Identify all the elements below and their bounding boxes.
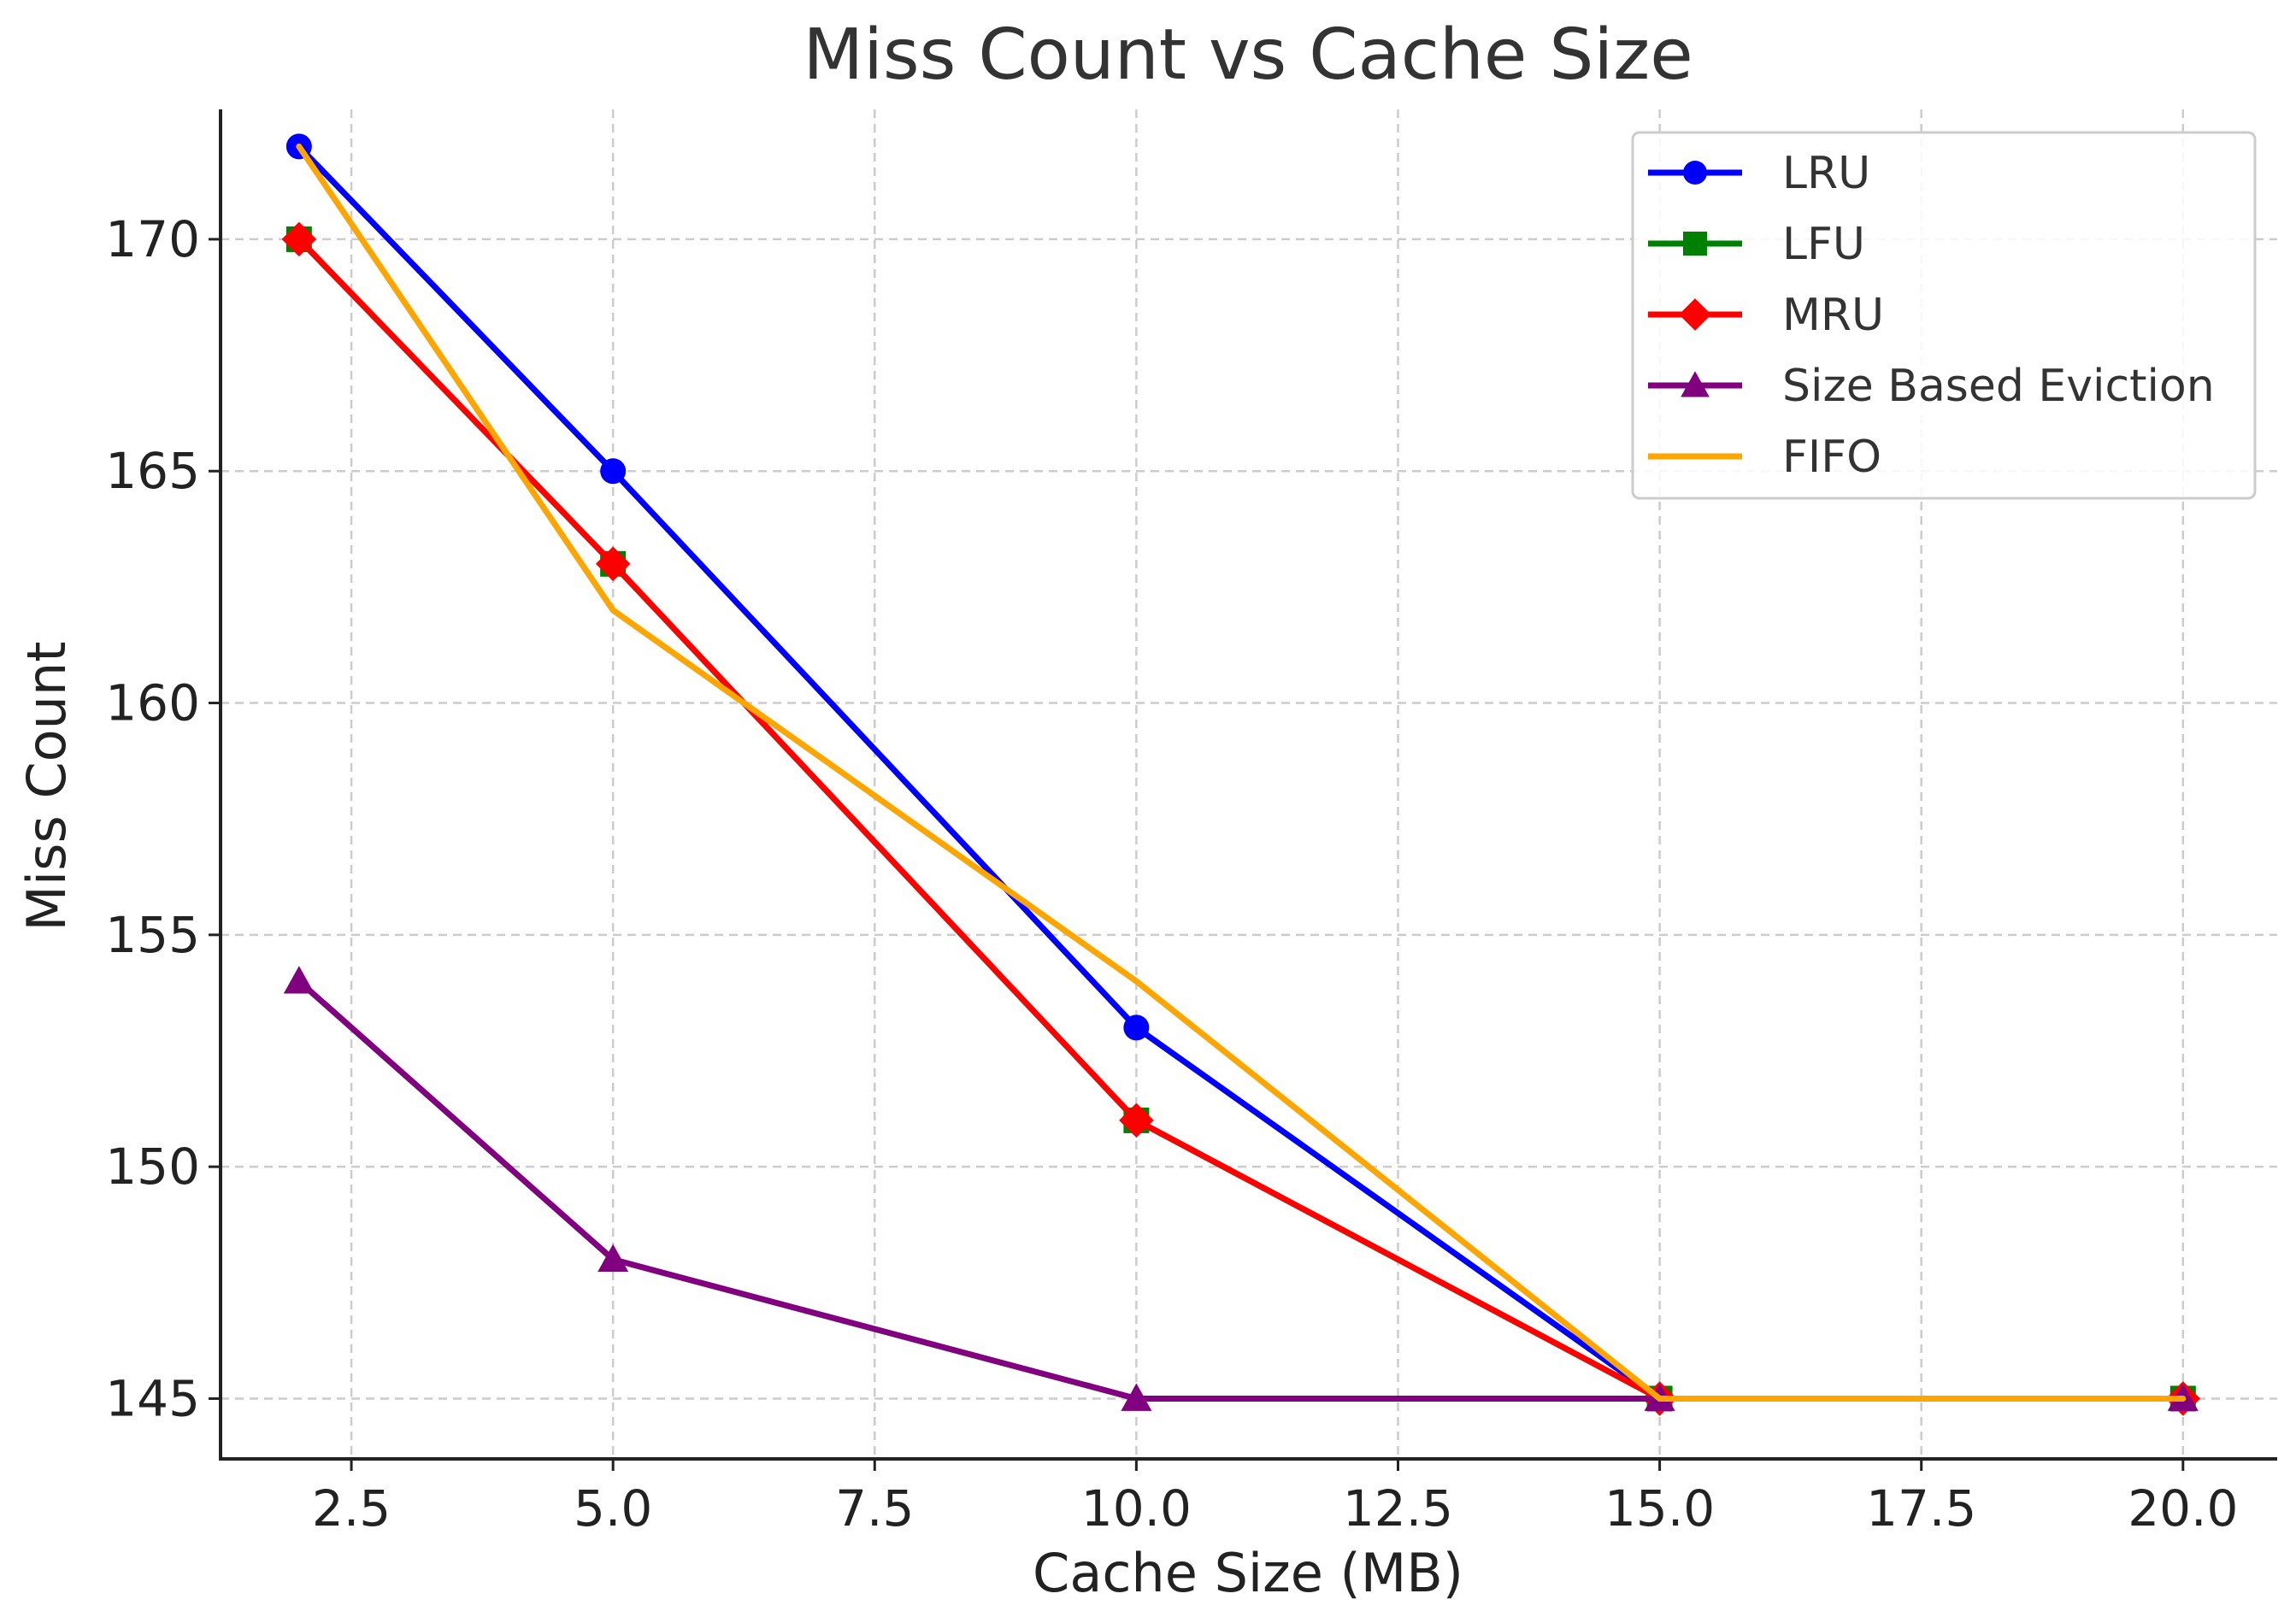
series-fifo <box>296 143 2187 1402</box>
x-tick-label: 15.0 <box>1604 1479 1715 1538</box>
data-point-mru <box>281 221 317 257</box>
legend-swatch-marker <box>1679 298 1711 331</box>
x-tick-label: 17.5 <box>1866 1479 1976 1538</box>
data-point-size-based-eviction <box>283 966 315 994</box>
legend: LRU LFU MRU Size Based Eviction FIFO <box>1631 131 2257 500</box>
series-line-fifo <box>296 143 2187 1402</box>
x-tick-label: 12.5 <box>1343 1479 1453 1538</box>
series-layer <box>281 133 2201 1416</box>
legend-label: LFU <box>1782 219 1865 270</box>
legend-swatch-marker <box>1683 232 1707 256</box>
y-tick-label: 155 <box>105 906 200 964</box>
x-tick-label: 5.0 <box>574 1479 652 1538</box>
x-tick-label: 7.5 <box>835 1479 914 1538</box>
legend-item-lru: LRU <box>1648 148 1870 199</box>
x-axis-label: Cache Size (MB) <box>1033 1542 1463 1604</box>
chart-title: Miss Count vs Cache Size <box>803 15 1693 96</box>
x-tick-label: 2.5 <box>312 1479 391 1538</box>
legend-label: FIFO <box>1782 432 1881 483</box>
x-tick-label: 10.0 <box>1081 1479 1192 1538</box>
legend-label: LRU <box>1782 148 1870 199</box>
y-axis-label: Miss Count <box>15 641 78 931</box>
legend-label: Size Based Eviction <box>1782 361 2215 412</box>
legend-item-fifo: FIFO <box>1648 432 1881 483</box>
legend-swatch-marker <box>1681 371 1710 397</box>
axes-layer: 2.5 5.0 7.5 10.0 12.5 15.0 17.5 20.0 145 150 155 16… <box>105 109 2277 1538</box>
y-tick-label: 170 <box>105 210 200 268</box>
legend-label: MRU <box>1782 290 1884 341</box>
data-point-mru <box>595 546 631 582</box>
series-line-size-based-eviction <box>296 978 2187 1402</box>
legend-item-size-based-eviction: Size Based Eviction <box>1648 361 2215 412</box>
y-tick-label: 165 <box>105 442 200 500</box>
y-tick-label: 160 <box>105 674 200 732</box>
legend-item-lfu: LFU <box>1648 219 1865 270</box>
data-point-lru <box>600 458 627 485</box>
legend-item-mru: MRU <box>1648 290 1884 341</box>
y-tick-label: 145 <box>105 1369 200 1427</box>
data-point-mru <box>1119 1102 1154 1138</box>
legend-swatch-marker <box>1683 161 1707 185</box>
data-point-lru <box>1123 1014 1150 1041</box>
x-tick-label: 20.0 <box>2128 1479 2238 1538</box>
series-size-based-eviction <box>283 966 2199 1411</box>
data-point-size-based-eviction <box>598 1244 629 1273</box>
legend-box <box>1631 131 2257 500</box>
y-tick-label: 150 <box>105 1138 200 1196</box>
data-point-size-based-eviction <box>1121 1383 1152 1411</box>
